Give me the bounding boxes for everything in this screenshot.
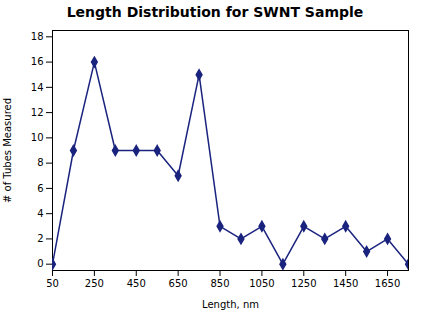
svg-text:50: 50 xyxy=(46,278,59,289)
svg-text:1050: 1050 xyxy=(249,278,274,289)
svg-text:650: 650 xyxy=(169,278,188,289)
svg-text:14: 14 xyxy=(31,82,44,93)
svg-text:8: 8 xyxy=(37,157,43,168)
svg-text:Length, nm: Length, nm xyxy=(202,299,259,310)
svg-text:# of Tubes Measured: # of Tubes Measured xyxy=(2,98,13,203)
svg-text:6: 6 xyxy=(37,183,43,194)
svg-text:1450: 1450 xyxy=(333,278,358,289)
svg-text:18: 18 xyxy=(31,31,44,42)
html-text:Length Distribution for SWNT S: Length Distribution for SWNT Sample xyxy=(66,4,364,20)
svg-text:4: 4 xyxy=(37,208,43,219)
svg-text:250: 250 xyxy=(85,278,104,289)
svg-text:1650: 1650 xyxy=(375,278,400,289)
svg-text:0: 0 xyxy=(37,258,43,269)
svg-text:1250: 1250 xyxy=(291,278,316,289)
svg-text:16: 16 xyxy=(31,56,44,67)
svg-text:450: 450 xyxy=(127,278,146,289)
svg-text:10: 10 xyxy=(31,132,44,143)
svg-text:12: 12 xyxy=(31,107,44,118)
svg-text:2: 2 xyxy=(37,233,43,244)
svg-text:850: 850 xyxy=(210,278,229,289)
